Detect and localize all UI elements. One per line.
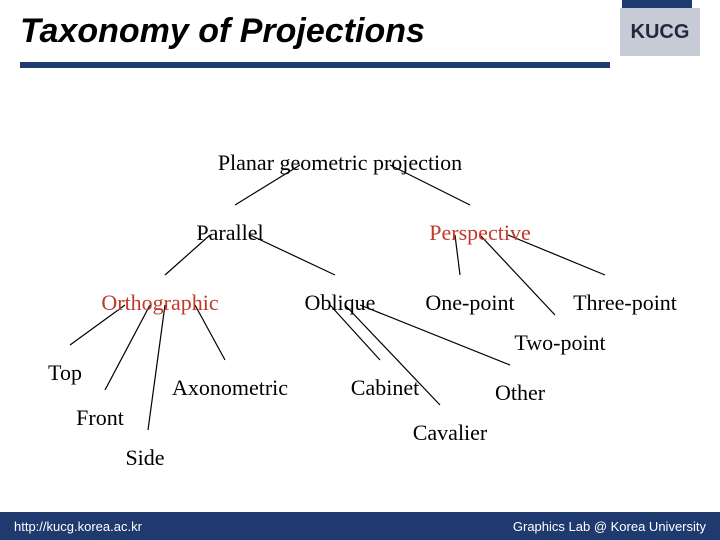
badge: KUCG bbox=[620, 8, 700, 56]
taxonomy-diagram: Planar geometric projection Parallel Persp… bbox=[0, 100, 720, 480]
node-side: Side bbox=[125, 445, 164, 471]
node-one: One-point bbox=[425, 290, 514, 316]
badge-label: KUCG bbox=[620, 8, 700, 56]
edge-ortho-side bbox=[148, 305, 165, 430]
node-cav: Cavalier bbox=[413, 420, 488, 446]
edge-ortho-front bbox=[105, 305, 150, 390]
node-three: Three-point bbox=[573, 290, 677, 316]
footer-url: http://kucg.korea.ac.kr bbox=[14, 519, 142, 534]
node-front: Front bbox=[76, 405, 124, 431]
node-other: Other bbox=[495, 380, 545, 406]
node-top: Top bbox=[48, 360, 82, 386]
node-para: Parallel bbox=[196, 220, 263, 246]
node-axo: Axonometric bbox=[172, 375, 288, 401]
node-cabinet: Cabinet bbox=[351, 375, 419, 401]
header-rule bbox=[20, 62, 610, 68]
node-persp: Perspective bbox=[429, 220, 530, 246]
node-ortho: Orthographic bbox=[101, 290, 218, 316]
page-title: Taxonomy of Projections bbox=[20, 12, 425, 51]
footer-credit: Graphics Lab @ Korea University bbox=[513, 519, 706, 534]
node-obliq: Oblique bbox=[305, 290, 376, 316]
node-root: Planar geometric projection bbox=[218, 150, 462, 176]
footer: http://kucg.korea.ac.kr Graphics Lab @ K… bbox=[0, 512, 720, 540]
header: Taxonomy of Projections KUCG bbox=[0, 0, 720, 78]
node-two: Two-point bbox=[514, 330, 605, 356]
